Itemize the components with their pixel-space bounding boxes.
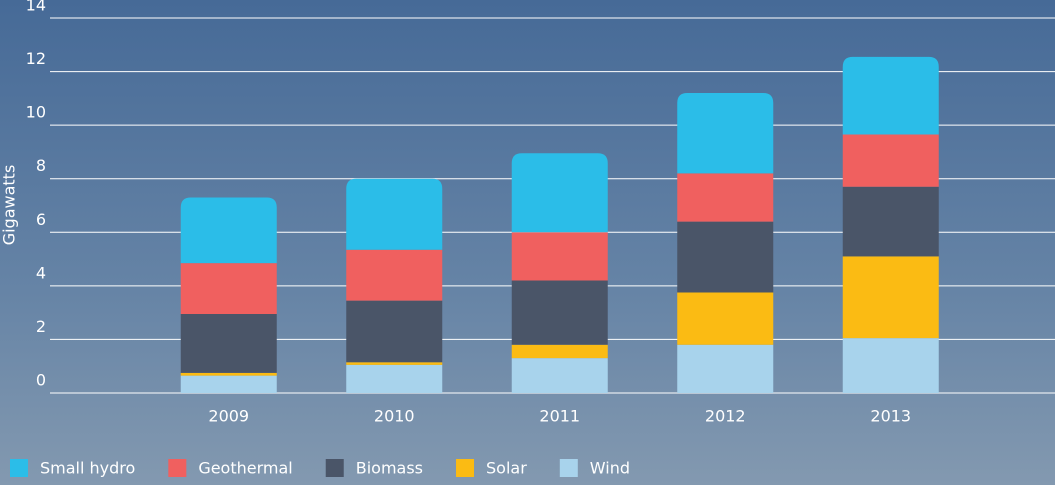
legend-swatch bbox=[325, 459, 344, 477]
y-tick-label: 12 bbox=[26, 49, 46, 68]
bar-segment bbox=[346, 249, 443, 301]
bar-segment bbox=[842, 56, 939, 135]
bar-segment bbox=[842, 338, 939, 393]
bar-segment bbox=[677, 93, 774, 174]
bar-segment bbox=[511, 344, 608, 359]
y-tick-label: 2 bbox=[36, 317, 46, 336]
legend-label: Geothermal bbox=[198, 459, 292, 478]
bar-segment bbox=[677, 292, 774, 345]
bar-segment bbox=[180, 375, 277, 393]
bar-segment bbox=[511, 358, 608, 393]
y-tick-label: 6 bbox=[36, 210, 46, 229]
bar-segment bbox=[346, 362, 443, 365]
bar-segment bbox=[677, 344, 774, 393]
y-tick-label: 0 bbox=[36, 371, 46, 390]
bar-segment bbox=[346, 364, 443, 393]
x-tick-label: 2011 bbox=[539, 407, 580, 426]
y-axis-label: Gigawatts bbox=[0, 165, 19, 246]
x-tick-label: 2012 bbox=[705, 407, 746, 426]
bar-segment bbox=[180, 372, 277, 376]
x-tick-label: 2013 bbox=[870, 407, 911, 426]
bar-segment bbox=[677, 221, 774, 293]
bar-segment bbox=[346, 300, 443, 363]
bar-segment bbox=[346, 178, 443, 250]
legend-swatch bbox=[456, 459, 475, 477]
y-tick-label: 4 bbox=[36, 263, 46, 282]
legend-swatch bbox=[10, 459, 28, 477]
y-tick-label: 14 bbox=[26, 0, 46, 15]
y-tick-label: 8 bbox=[36, 156, 46, 175]
bar-segment bbox=[180, 263, 277, 314]
y-tick-label: 10 bbox=[26, 103, 46, 122]
legend-label: Small hydro bbox=[40, 459, 135, 478]
bar-segment bbox=[511, 280, 608, 345]
bar-segment bbox=[842, 134, 939, 187]
legend-swatch bbox=[168, 459, 187, 477]
x-tick-label: 2009 bbox=[208, 407, 249, 426]
x-tick-label: 2010 bbox=[374, 407, 415, 426]
bar-segment bbox=[511, 153, 608, 233]
bar-segment bbox=[511, 232, 608, 281]
legend-label: Solar bbox=[486, 459, 527, 478]
legend-swatch bbox=[559, 459, 578, 477]
bar-segment bbox=[677, 173, 774, 222]
bar-segment bbox=[842, 256, 939, 339]
bar-segment bbox=[842, 186, 939, 257]
legend-label: Biomass bbox=[356, 459, 423, 478]
bar-segment bbox=[180, 313, 277, 373]
bar-segment bbox=[180, 197, 277, 264]
legend-label: Wind bbox=[590, 459, 630, 478]
